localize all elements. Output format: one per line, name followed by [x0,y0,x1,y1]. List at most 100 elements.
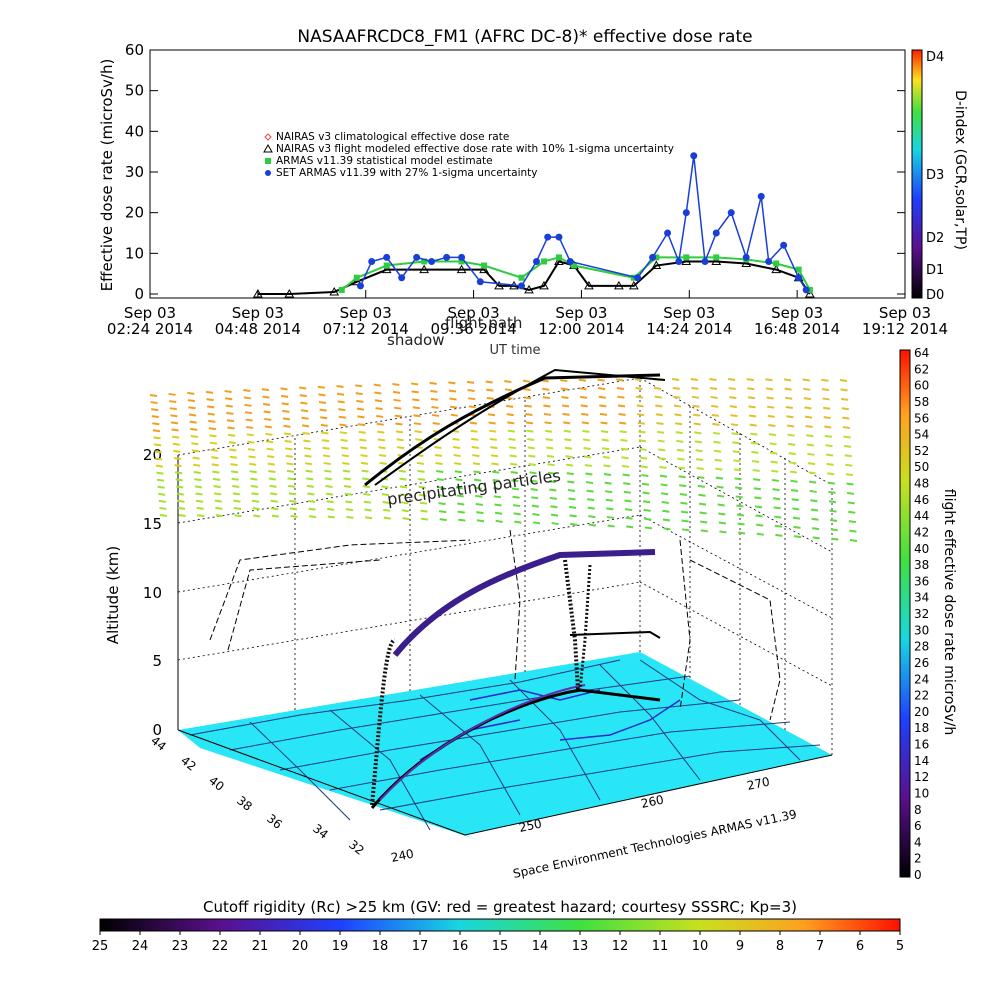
dose-dot [640,456,648,460]
dose-dot [625,516,633,520]
dose-dot [638,439,647,443]
dose-dot [226,419,235,423]
flight-path-label: flight path [445,314,522,332]
dose-colorbar [899,349,911,878]
dose-dot [699,511,707,515]
dose-rate-sheet [149,378,858,542]
dose-dot [206,398,214,402]
dose-dot [364,516,373,520]
dose-dot [249,470,257,474]
dose-dot [737,522,745,526]
dose-dot [550,513,559,517]
dose-dot [735,486,743,490]
dose-dot [600,421,608,425]
dose-dot [825,453,834,457]
dose-dot [783,378,792,382]
dose-dot [341,446,349,450]
series-point [479,264,489,274]
dose-dot [585,472,593,476]
dose-dot [262,395,270,399]
dose-dot [842,426,851,430]
dose-dot [756,532,764,536]
series-point [481,262,488,269]
series-point [458,258,465,265]
dose-dot [346,515,354,519]
dose-dot [735,495,743,499]
dose-dot [787,433,795,437]
dose-dot [211,456,219,460]
dose-dot [785,406,793,410]
cutoff-tick-label: 12 [612,939,629,954]
dose-dot [674,413,682,417]
svg-text:20: 20 [143,446,162,464]
x-tick-label: Sep 03 [663,304,715,322]
dose-dot [561,404,570,408]
dose-dot [360,461,369,465]
dose-dot [582,438,591,442]
dose-dot [831,537,839,541]
series-line [341,256,811,291]
series-point [651,260,662,270]
dose-dot [700,520,708,524]
dose-dot [635,395,644,399]
dose-dot [508,437,516,441]
dose-dot [719,530,727,534]
dose-dot [729,405,738,409]
dose-dot [247,448,256,452]
dose-dot [588,515,596,519]
dose-dot [234,514,242,518]
dose-dot [439,518,447,522]
dose-dot [637,413,645,417]
dose-dot [695,449,703,453]
dose-dot [399,485,408,489]
cutoff-tick-label: 13 [572,939,589,954]
dose-dot [158,499,166,503]
dose-dot [173,457,182,461]
dose-dot [775,533,783,537]
dose-dot [679,492,687,496]
dose-dot [567,480,575,484]
svg-text:40: 40 [206,773,227,793]
dose-dot [151,415,159,419]
dose-dot [400,493,408,497]
dose-dot [717,503,725,507]
dose-dot [730,423,739,427]
series-point [252,288,263,298]
dose-dot [846,482,854,486]
dose-dot [454,470,462,474]
dose-dot [289,507,298,511]
dose-dot [324,477,333,481]
dose-dot [411,390,419,394]
colorbar-tick-label: 52 [914,444,929,458]
series-point [544,233,552,241]
colorbar-tick-label: 26 [914,656,929,670]
dose-dot [396,446,405,450]
series-point [773,260,780,267]
dose-dot [321,431,329,435]
dose-dot [714,458,722,462]
dose-dot [788,442,796,446]
dose-dot [828,500,837,504]
svg-text:10: 10 [143,584,162,602]
dose-dot [711,413,719,417]
svg-text:44: 44 [148,733,169,753]
dose-dot [676,439,684,443]
dose-dot [545,429,553,433]
dose-dot [639,447,647,451]
series-point [649,253,657,261]
dose-dot [439,510,447,514]
dose-dot [599,412,608,416]
dose-dot [322,446,330,450]
dose-dot [641,474,649,478]
dose-dot [378,454,387,458]
dose-dot [206,405,215,409]
dose-dot [151,408,159,412]
dose-dot [415,438,423,442]
dose-dot [748,414,757,418]
dose-dot [354,384,363,388]
dose-dot [793,535,802,539]
dose-dot [792,516,801,520]
dose-dot [250,484,259,488]
series-point [806,286,813,293]
